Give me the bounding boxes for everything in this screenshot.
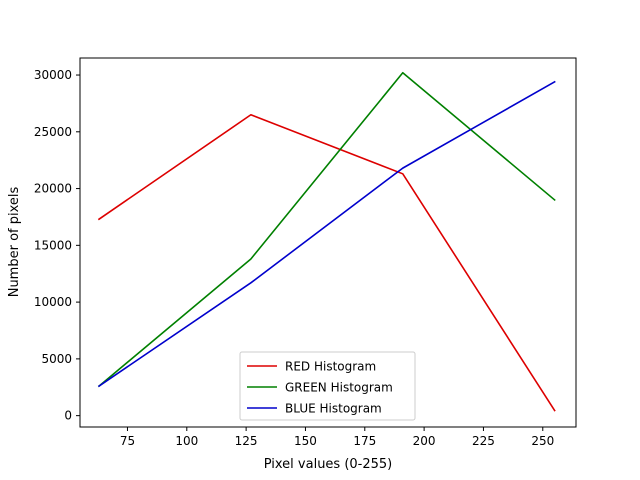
- legend-label-0: RED Histogram: [285, 360, 376, 374]
- x-tick-label: 125: [235, 434, 258, 448]
- series-line-0: [97, 113, 556, 412]
- legend-label-1: GREEN Histogram: [285, 381, 393, 395]
- x-tick-label: 150: [294, 434, 317, 448]
- y-tick-label: 20000: [34, 182, 72, 196]
- x-tick-label: 200: [413, 434, 436, 448]
- y-tick-label: 30000: [34, 68, 72, 82]
- x-tick-label: 75: [120, 434, 135, 448]
- y-axis-label: Number of pixels: [7, 186, 22, 297]
- x-tick-label: 250: [531, 434, 554, 448]
- y-tick-label: 0: [64, 409, 72, 423]
- x-ticks: 75 100 125 150 175 200 225 250: [120, 427, 554, 448]
- legend-frame: [239, 351, 416, 421]
- y-tick-label: 10000: [34, 295, 72, 309]
- x-tick-label: 100: [175, 434, 198, 448]
- legend-label-2: BLUE Histogram: [285, 402, 382, 416]
- x-axis-label: Pixel values (0-255): [264, 457, 393, 472]
- x-tick-label: 175: [353, 434, 376, 448]
- legend: RED Histogram GREEN Histogram BLUE Histogr…: [239, 351, 416, 421]
- y-ticks: 0 5000 10000 15000 20000 25000 30000: [34, 68, 80, 423]
- plot-area: 75 100 125 150 175 200 225 250 0 5000 10000 15000 2…: [34, 57, 577, 448]
- series-line-1: [97, 71, 556, 388]
- series-layer: [97, 71, 556, 412]
- x-tick-label: 225: [472, 434, 495, 448]
- axes-frame: [79, 57, 577, 428]
- series-line-2: [97, 80, 556, 388]
- y-tick-label: 15000: [34, 238, 72, 252]
- y-tick-label: 25000: [34, 125, 72, 139]
- y-tick-label: 5000: [41, 352, 72, 366]
